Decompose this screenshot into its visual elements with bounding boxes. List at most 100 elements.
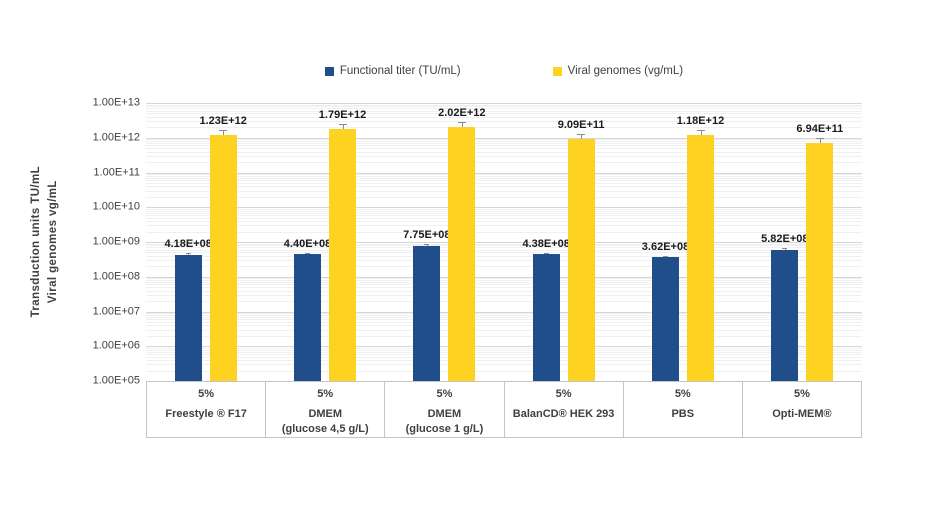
category-condition: 5% <box>555 388 572 400</box>
major-gridline <box>146 311 862 313</box>
data-label: 2.02E+12 <box>438 107 486 120</box>
category-name: BalanCD® HEK 293 <box>513 407 615 422</box>
major-gridline <box>146 242 862 243</box>
error-bar-cap <box>663 255 668 257</box>
minor-gridline <box>146 155 862 157</box>
minor-gridline <box>146 121 862 123</box>
error-bar-cap <box>219 129 228 131</box>
minor-gridline <box>146 321 862 323</box>
minor-gridline <box>146 314 862 316</box>
category-condition: 5% <box>793 388 810 400</box>
category-name-line: DMEM <box>308 408 343 420</box>
minor-gridline <box>146 278 862 280</box>
category-name: Opti-MEM® <box>772 407 831 422</box>
bar-functional-titer <box>532 254 560 381</box>
category-name: PBS <box>671 407 694 422</box>
major-gridline <box>146 137 862 139</box>
minor-gridline <box>146 108 862 110</box>
minor-gridline <box>146 139 862 141</box>
legend-label-functional-titer: Functional titer (TU/mL) <box>339 65 461 77</box>
minor-gridline <box>146 370 862 372</box>
category-cell: 5% Freestyle ® F17 <box>147 382 265 437</box>
minor-gridline <box>146 347 862 349</box>
minor-gridline <box>146 106 862 108</box>
error-bar-cap <box>815 138 824 140</box>
error-bar-stem <box>342 124 344 129</box>
bar-viral-genomes <box>687 135 714 381</box>
category-condition: 5% <box>317 388 334 400</box>
error-bar-stem <box>581 134 583 140</box>
minor-gridline <box>146 301 862 303</box>
y-tick-label: 1.00E+05 <box>92 374 140 387</box>
minor-gridline <box>146 266 862 268</box>
minor-gridline <box>146 141 862 143</box>
minor-gridline <box>146 175 862 177</box>
minor-gridline <box>146 190 862 192</box>
bar-functional-titer <box>174 255 202 381</box>
major-gridline <box>146 207 862 209</box>
minor-gridline <box>146 162 862 164</box>
minor-gridline <box>146 180 862 182</box>
minor-gridline <box>146 356 862 358</box>
y-tick-label: 1.00E+06 <box>92 339 140 352</box>
data-label: 1.18E+12 <box>676 115 725 128</box>
minor-gridline <box>146 360 862 362</box>
category-name: Freestyle ® F17 <box>165 407 246 422</box>
error-bar-cap <box>577 134 586 136</box>
category-name-line: DMEM <box>427 408 462 420</box>
error-bar-cap <box>696 130 705 132</box>
minor-gridline <box>146 196 862 198</box>
minor-gridline <box>146 145 862 147</box>
category-condition: 5% <box>674 388 691 400</box>
minor-gridline <box>146 353 862 355</box>
y-tick-label: 1.00E+07 <box>92 304 140 317</box>
minor-gridline <box>146 208 862 210</box>
y-tick-label: 1.00E+10 <box>92 200 140 213</box>
minor-gridline <box>146 245 862 247</box>
major-gridline <box>146 346 862 348</box>
category-name-line: (glucose 4,5 g/L) <box>281 422 369 435</box>
error-bar-cap <box>305 252 310 254</box>
bar-functional-titer <box>771 250 799 381</box>
bar-viral-genomes <box>806 143 834 381</box>
category-name-line: Freestyle ® F17 <box>165 408 247 420</box>
minor-gridline <box>146 329 862 331</box>
minor-gridline <box>146 252 862 254</box>
legend-item-viral-genomes: Viral genomes (vg/mL) <box>552 65 683 77</box>
minor-gridline <box>146 364 862 366</box>
minor-gridline <box>146 243 862 245</box>
minor-gridline <box>146 186 862 188</box>
category-name: DMEM (glucose 1 g/L) <box>406 407 484 437</box>
data-label: 9.09E+11 <box>557 119 605 132</box>
data-label: 1.79E+12 <box>318 109 367 122</box>
error-bar-stem <box>223 129 225 135</box>
minor-gridline <box>146 284 862 286</box>
minor-gridline <box>146 127 862 129</box>
y-tick-label: 1.00E+13 <box>92 96 140 109</box>
category-cell: 5% PBS <box>622 382 742 437</box>
y-tick-label: 1.00E+12 <box>92 131 140 144</box>
bar-viral-genomes <box>567 139 595 381</box>
category-condition: 5% <box>436 388 453 400</box>
bar-functional-titer <box>652 257 679 381</box>
bar-viral-genomes <box>448 127 476 381</box>
category-condition: 5% <box>198 388 215 400</box>
minor-gridline <box>146 325 862 327</box>
category-cell: 5% Opti-MEM® <box>741 382 861 437</box>
major-gridline <box>146 172 862 174</box>
minor-gridline <box>146 290 862 292</box>
minor-gridline <box>146 294 862 296</box>
category-cell: 5% DMEM (glucose 1 g/L) <box>384 382 503 437</box>
category-table: 5% Freestyle ® F17 5% DMEM (glucose 4,5 g/L)… <box>146 381 862 438</box>
y-axis-title-line-1: Transduction units TU/mL <box>30 166 43 318</box>
category-name-line: BalanCD® HEK 293 <box>512 408 615 420</box>
minor-gridline <box>146 148 862 150</box>
category-name: DMEM (glucose 4,5 g/L) <box>282 407 369 437</box>
bar-functional-titer <box>294 254 321 381</box>
bar-viral-genomes <box>209 134 237 381</box>
data-label: 1.23E+12 <box>199 114 247 127</box>
data-label: 6.94E+11 <box>796 123 844 136</box>
minor-gridline <box>146 210 862 212</box>
bar-functional-titer <box>413 245 441 381</box>
